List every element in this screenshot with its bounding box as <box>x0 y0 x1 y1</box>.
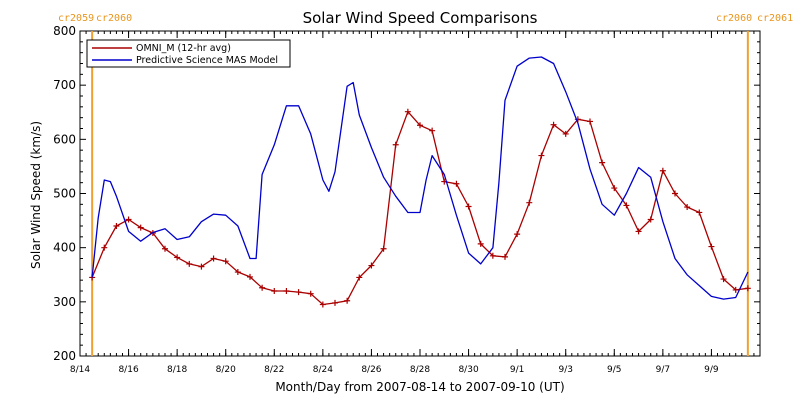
x-tick-label-8: 8/30 <box>458 365 478 375</box>
y-tick-label-500: 500 <box>53 187 76 201</box>
x-tick-label-4: 8/22 <box>264 365 284 375</box>
data-point-omni <box>222 258 229 265</box>
y-tick-label-600: 600 <box>53 132 76 146</box>
x-tick-label-0: 8/14 <box>70 365 90 375</box>
data-point-omni <box>684 204 691 211</box>
data-point-omni <box>186 260 193 267</box>
x-tick-label-1: 8/16 <box>118 365 138 375</box>
data-point-omni <box>332 299 338 306</box>
data-point-omni <box>283 288 290 294</box>
plot-area: 200 300 400 500 600 700 800 8/14 8/16 8/18 8/20 8/2… <box>53 24 761 375</box>
y-tick-label-200: 200 <box>53 349 76 363</box>
data-point-omni <box>550 121 557 128</box>
plot-frame <box>79 30 761 357</box>
data-point-omni <box>137 224 144 231</box>
data-point-omni <box>732 286 739 293</box>
data-point-omni <box>404 108 411 115</box>
data-point-omni <box>368 262 375 269</box>
data-point-omni <box>234 269 241 276</box>
x-tick-label-9: 9/1 <box>510 365 524 375</box>
data-point-omni <box>307 290 314 297</box>
y-tick-label-400: 400 <box>53 241 76 255</box>
data-point-omni <box>696 209 703 216</box>
data-point-omni <box>611 185 618 192</box>
cr-label-right-1: cr2060 <box>716 13 752 24</box>
data-point-omni <box>392 141 399 148</box>
data-point-omni <box>502 253 508 260</box>
x-tick-label-10: 9/3 <box>558 365 572 375</box>
data-point-omni <box>587 118 593 125</box>
x-tick-label-12: 9/7 <box>656 365 670 375</box>
data-point-omni <box>198 263 205 270</box>
data-point-omni <box>356 274 363 281</box>
data-point-omni <box>514 231 521 238</box>
data-point-omni <box>162 245 168 252</box>
data-point-omni <box>271 288 278 294</box>
data-point-omni <box>344 297 351 304</box>
data-point-omni <box>538 152 545 159</box>
data-point-omni <box>599 159 606 166</box>
series-line-omni <box>91 111 748 306</box>
chart-title: Solar Wind Speed Comparisons <box>303 9 538 27</box>
x-tick-label-7: 8/28 <box>410 365 430 375</box>
data-point-omni <box>429 127 436 134</box>
cr-label-right-2: cr2061 <box>757 13 793 24</box>
legend-box <box>86 39 291 68</box>
data-point-omni <box>623 202 630 209</box>
x-tick-label-5: 8/24 <box>313 365 333 375</box>
data-point-omni <box>526 199 533 206</box>
x-tick-label-13: 9/9 <box>704 365 719 375</box>
data-point-omni <box>417 122 423 129</box>
data-point-omni <box>125 216 132 223</box>
data-point-omni <box>647 216 654 223</box>
data-point-omni <box>720 276 727 283</box>
data-point-omni <box>453 180 460 187</box>
data-point-omni <box>562 130 569 137</box>
data-point-omni <box>672 190 678 197</box>
data-point-omni <box>380 245 387 252</box>
x-tick-label-3: 8/20 <box>216 365 236 375</box>
y-tick-label-700: 700 <box>53 78 76 92</box>
cr-label-left-1: cr2059 <box>58 13 94 24</box>
data-point-omni <box>477 240 484 247</box>
x-tick-label-2: 8/18 <box>167 365 187 375</box>
data-point-omni <box>635 228 642 235</box>
y-tick-label-300: 300 <box>53 295 76 309</box>
legend-label-omni: OMNI_M (12-hr avg) <box>136 43 231 54</box>
data-point-omni <box>744 285 751 292</box>
data-point-omni <box>708 243 715 250</box>
data-point-omni <box>295 289 302 296</box>
data-point-omni <box>465 203 472 210</box>
x-axis-label: Month/Day from 2007-08-14 to 2007-09-10 … <box>275 380 564 394</box>
data-point-omni <box>319 301 326 308</box>
data-point-omni <box>113 223 120 229</box>
data-point-omni <box>489 252 496 259</box>
cr-label-left-2: cr2060 <box>96 13 132 24</box>
carrington-labels: cr2059 cr2060 cr2060 cr2061 <box>58 13 793 24</box>
x-tick-label-11: 9/5 <box>607 365 621 375</box>
legend-label-mas: Predictive Science MAS Model <box>136 55 278 66</box>
data-point-omni <box>259 284 266 291</box>
data-point-omni <box>247 273 253 280</box>
y-tick-label-800: 800 <box>53 24 76 38</box>
y-axis-label: Solar Wind Speed (km/s) <box>29 121 43 269</box>
legend: OMNI_M (12-hr avg) Predictive Science MA… <box>86 39 291 68</box>
series-line-mas <box>91 56 749 300</box>
data-point-omni <box>659 167 666 174</box>
data-point-omni <box>101 244 108 251</box>
x-tick-label-6: 8/26 <box>361 365 381 375</box>
data-point-omni <box>210 255 217 262</box>
data-point-omni <box>174 254 181 261</box>
